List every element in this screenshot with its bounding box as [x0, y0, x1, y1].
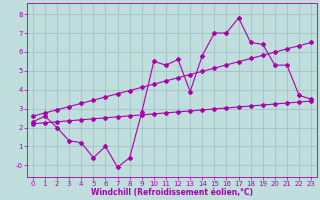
X-axis label: Windchill (Refroidissement éolien,°C): Windchill (Refroidissement éolien,°C) [91, 188, 253, 197]
